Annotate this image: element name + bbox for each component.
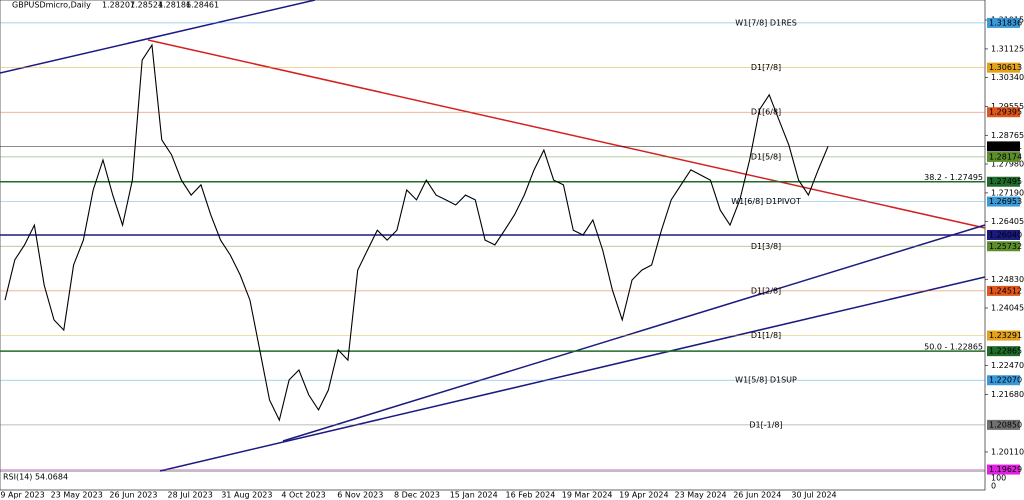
- price-box: [987, 141, 1020, 152]
- price-box: [987, 330, 1020, 341]
- level-name: W1[5/8] D1SUP: [735, 376, 797, 385]
- header-value: 1.28207: [102, 1, 135, 10]
- rsi-tick: 100: [991, 474, 1006, 483]
- chart-title: GBPUSDmicro,Daily: [12, 1, 91, 10]
- y-tick-label: 1.22470: [991, 361, 1024, 370]
- y-tick-label: 1.24045: [991, 303, 1024, 312]
- price-box: [987, 464, 1020, 475]
- x-tick-label: 19 Apr 2023: [0, 491, 45, 500]
- level-name: W1[7/8] D1RES: [735, 18, 797, 27]
- price-line: [4, 43, 829, 422]
- y-tick-label: 1.24830: [991, 275, 1024, 284]
- y-tick-label: 1.30340: [991, 73, 1024, 82]
- x-tick-label: 28 Jul 2023: [168, 491, 213, 500]
- level-name: D1[-1/8]: [749, 420, 782, 429]
- x-tick-label: 23 May 2023: [51, 491, 103, 500]
- y-tick-label: 1.29555: [991, 102, 1024, 111]
- x-tick-label: 31 Aug 2023: [221, 491, 272, 500]
- level-name: D1[5/8]: [751, 152, 781, 161]
- plot-frame: [0, 0, 986, 491]
- price-box: [987, 285, 1020, 296]
- level-name: D1[3/8]: [751, 242, 781, 251]
- level-name: D1[6/8]: [751, 108, 781, 117]
- x-tick-label: 16 Feb 2024: [506, 491, 556, 500]
- header-value: 1.28524: [130, 1, 163, 10]
- level-name: W1[6/8] D1PIVOT: [731, 197, 801, 206]
- price-box-label: 1.24512: [989, 286, 1022, 295]
- trend-line: [159, 276, 986, 472]
- price-box-label: 1.23291: [989, 331, 1022, 340]
- x-tick-label: 26 Jun 2023: [109, 491, 157, 500]
- price-box-label: 1.20850: [989, 420, 1022, 429]
- price-box-label: 1.27495: [989, 177, 1022, 186]
- price-box-label: 1.26040: [989, 230, 1022, 239]
- price-box-label: 1.30613: [989, 63, 1022, 72]
- rsi-tick: 0: [991, 482, 996, 491]
- x-tick-label: 4 Oct 2023: [281, 491, 325, 500]
- price-box: [987, 241, 1020, 252]
- y-tick-label: 1.26405: [991, 217, 1024, 226]
- price-box-label: 1.22865: [989, 347, 1022, 356]
- y-tick-label: 1.28765: [991, 131, 1024, 140]
- level-name: 50.0 - 1.22865: [924, 343, 983, 352]
- header-value: 1.28461: [186, 1, 219, 10]
- price-box: [987, 419, 1020, 430]
- price-box: [987, 151, 1020, 162]
- trend-line: [147, 39, 986, 229]
- price-box-label: 1.22070: [989, 376, 1022, 385]
- x-tick-label: 26 Jun 2024: [733, 491, 781, 500]
- price-box-label: 1.29395: [989, 108, 1022, 117]
- price-box-label: 1.31836: [989, 18, 1022, 27]
- x-tick-label: 8 Dec 2023: [394, 491, 440, 500]
- price-box-label: 1.28174: [989, 152, 1022, 161]
- y-tick-label: 1.21680: [991, 390, 1024, 399]
- y-tick-label: 1.27190: [991, 188, 1024, 197]
- y-tick-label: 1.20110: [991, 447, 1024, 456]
- y-tick-label: 1.27980: [991, 159, 1024, 168]
- price-box: [987, 107, 1020, 118]
- price-box: [987, 196, 1020, 207]
- price-box: [987, 62, 1020, 73]
- y-tick-label: 1.31125: [991, 44, 1024, 53]
- price-box: [987, 375, 1020, 386]
- x-tick-label: 30 Jul 2024: [791, 491, 836, 500]
- level-name: D1[1/8]: [751, 331, 781, 340]
- x-tick-label: 19 Apr 2024: [619, 491, 668, 500]
- x-tick-label: 19 Mar 2024: [562, 491, 613, 500]
- price-box: [987, 346, 1020, 357]
- x-tick-label: 23 May 2024: [674, 491, 726, 500]
- price-box: [987, 17, 1020, 28]
- price-box-label: 1.25732: [989, 242, 1022, 251]
- price-box: [987, 229, 1020, 240]
- level-name: D1[2/8]: [751, 286, 781, 295]
- trend-line: [282, 224, 986, 442]
- x-tick-label: 15 Jan 2024: [450, 491, 498, 500]
- trend-line: [0, 0, 316, 74]
- header-value: 1.28186: [158, 1, 191, 10]
- price-box: [987, 176, 1020, 187]
- x-tick-label: 6 Nov 2023: [337, 491, 383, 500]
- level-name: 38.2 - 1.27495: [924, 173, 983, 182]
- level-name: D1[7/8]: [751, 63, 781, 72]
- price-box-label: 1.26953: [989, 197, 1022, 206]
- rsi-label: RSI(14) 54.0684: [3, 473, 68, 482]
- price-box-label: 1.19629: [989, 465, 1022, 474]
- price-box-label: 1.28461: [989, 142, 1022, 151]
